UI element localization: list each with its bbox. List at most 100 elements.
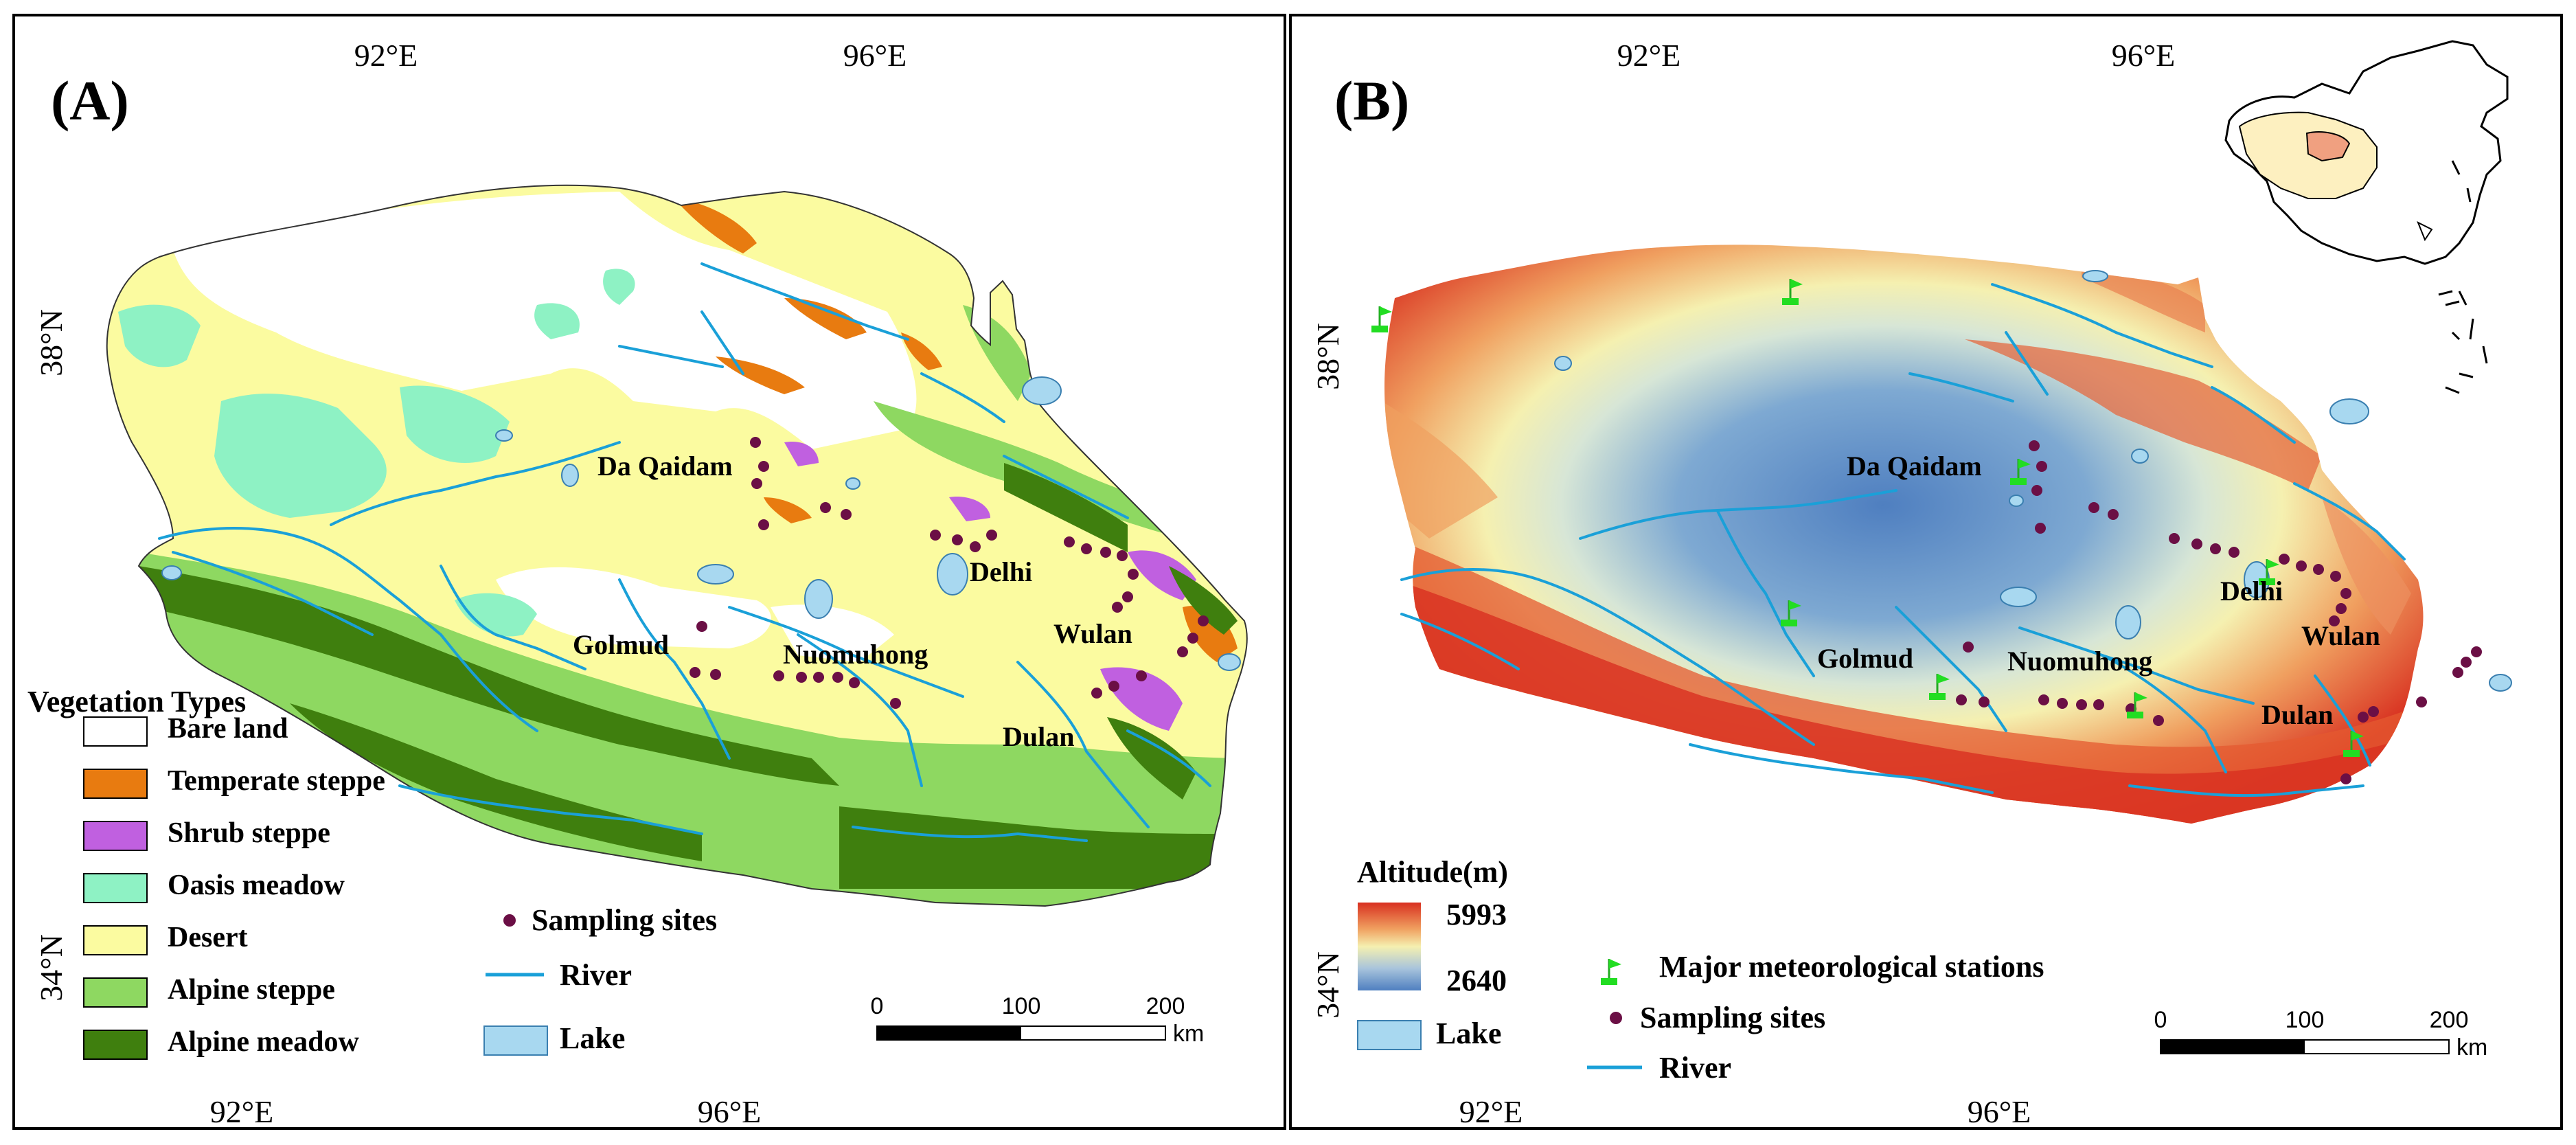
altitude-legend: Altitude(m) 5993 2640 Lake — [1357, 855, 1508, 1050]
lake — [561, 464, 579, 487]
altitude-max: 5993 — [1446, 898, 1507, 931]
station-flag-icon — [2259, 559, 2279, 585]
sampling-site — [2336, 603, 2347, 614]
river — [1579, 489, 1897, 540]
river — [1400, 613, 1520, 670]
lake — [937, 553, 968, 596]
river — [1689, 743, 1994, 794]
river — [2005, 331, 2049, 396]
sampling-site — [2108, 509, 2119, 520]
legend-label-alpine-meadow: Alpine meadow — [168, 1026, 360, 1058]
sampling-site — [1117, 550, 1128, 561]
sampling-site — [2330, 571, 2341, 582]
legend-label-oasis-meadow: Oasis meadow — [168, 870, 345, 901]
lake — [2115, 605, 2141, 639]
sampling-site — [2368, 706, 2379, 717]
scale-unit: km — [1173, 1021, 1204, 1047]
sampling-site — [796, 672, 807, 683]
scale-label-100: 100 — [1002, 993, 1041, 1019]
lake — [2489, 674, 2512, 692]
sampling-site — [2036, 461, 2047, 472]
lake — [845, 477, 860, 490]
station-flag-icon — [2343, 731, 2364, 757]
legend-lake-marker — [1357, 1020, 1422, 1050]
lake — [1554, 356, 1572, 371]
legend-swatch-alpine-steppe — [83, 977, 148, 1008]
tick-left-38n: 38°N — [1310, 323, 1345, 390]
place-dulan: Dulan — [1003, 721, 1075, 752]
tick-top-96e: 96°E — [2112, 38, 2176, 73]
sampling-site — [1128, 569, 1139, 580]
sampling-site — [1064, 536, 1075, 547]
legend-river-label: River — [1659, 1051, 1731, 1085]
sampling-site — [1187, 633, 1198, 644]
river — [852, 826, 1088, 842]
river — [618, 578, 731, 760]
river — [1126, 729, 1211, 787]
south-china-sea-dashes — [2438, 290, 2461, 341]
sampling-site — [2210, 543, 2221, 554]
place-golmud: Golmud — [573, 629, 669, 660]
place-wulan: Wulan — [2301, 620, 2380, 651]
legend-label-bare-land: Bare land — [168, 713, 288, 745]
river — [440, 565, 586, 670]
tick-bottom-96e: 96°E — [1968, 1094, 2031, 1129]
sampling-site — [750, 437, 761, 448]
sampling-site — [2229, 547, 2239, 558]
rivers — [1400, 283, 2406, 797]
sampling-site — [2471, 646, 2482, 657]
scale-unit: km — [2457, 1034, 2487, 1061]
station-flag-icon — [1781, 600, 1801, 626]
legend-label-shrub-steppe: Shrub steppe — [168, 817, 330, 849]
lake — [2131, 449, 2149, 464]
place-da-qaidam: Da Qaidam — [1847, 451, 1982, 481]
tick-top-92e: 92°E — [1617, 38, 1681, 73]
sampling-site — [2169, 533, 2180, 544]
river — [2293, 482, 2406, 560]
sampling-site — [2029, 440, 2040, 451]
place-nuomuhong: Nuomuhong — [2007, 646, 2152, 677]
sampling-site — [2093, 699, 2104, 710]
sampling-site — [2461, 657, 2472, 668]
sampling-site — [1091, 688, 1102, 699]
tick-bottom-96e: 96°E — [698, 1094, 762, 1129]
sampling-sites — [689, 437, 1209, 709]
sampling-site — [2057, 698, 2068, 709]
sampling-sites — [1956, 440, 2482, 784]
sampling-site — [2088, 502, 2099, 513]
legend-label-desert: Desert — [168, 922, 248, 953]
place-delhi: Delhi — [2220, 576, 2283, 606]
river — [1895, 606, 2007, 732]
river — [2101, 654, 2227, 773]
tick-top-96e: 96°E — [843, 38, 907, 73]
sampling-site — [2296, 560, 2307, 571]
legend-swatch-bare-land — [83, 716, 148, 747]
lake — [495, 429, 513, 442]
sampling-site — [2153, 715, 2164, 726]
place-dulan: Dulan — [2261, 699, 2334, 730]
river — [920, 372, 1005, 423]
place-wulan: Wulan — [1053, 618, 1132, 649]
sampling-site — [2340, 773, 2351, 784]
tick-left-34n: 34°N — [1310, 951, 1345, 1019]
sampling-site — [2452, 667, 2463, 678]
sampling-site — [1100, 547, 1111, 558]
tick-left-34n: 34°N — [34, 934, 69, 1001]
scale-label-0: 0 — [871, 993, 884, 1019]
station-flag-icon — [2127, 692, 2147, 718]
legend-sampling-label: Sampling sites — [532, 903, 717, 937]
place-golmud: Golmud — [1817, 643, 1913, 674]
panel-label-a: (A) — [51, 69, 129, 132]
qaidam-basin-highlight — [2305, 131, 2351, 162]
sampling-site — [1979, 696, 1990, 707]
china-inset-map — [2224, 40, 2509, 394]
sampling-site — [758, 519, 769, 530]
sampling-site — [710, 669, 721, 680]
altitude-color-bar — [1358, 903, 1421, 990]
sampling-site — [952, 534, 963, 545]
sampling-site — [2038, 694, 2049, 705]
river — [1716, 510, 1815, 677]
scale-label-200: 200 — [2430, 1007, 2469, 1033]
sampling-site — [1956, 694, 1967, 705]
feature-legend-b: Major meteorological stations Sampling s… — [1587, 950, 2044, 1085]
